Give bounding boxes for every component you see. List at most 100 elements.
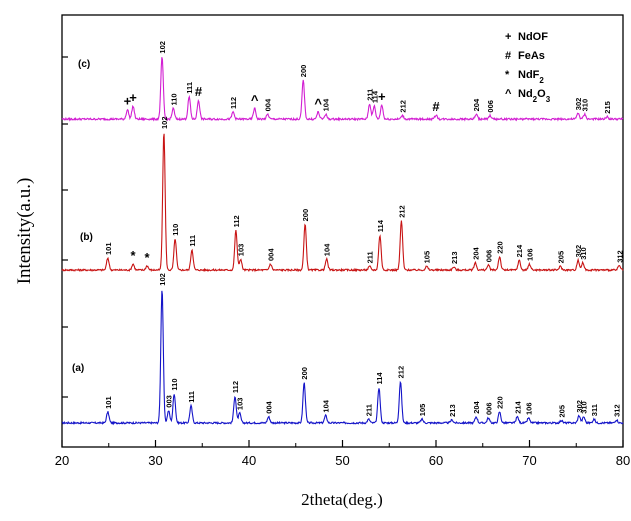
legend-symbol: ^ bbox=[505, 88, 512, 100]
peak-label: 112 bbox=[232, 215, 241, 227]
peak-label: 104 bbox=[322, 98, 331, 111]
peak-label: 204 bbox=[472, 98, 481, 111]
peak-label: 111 bbox=[188, 235, 197, 247]
peak-label: 205 bbox=[556, 251, 565, 264]
x-tick-label: 70 bbox=[522, 453, 536, 468]
peak-label: 211 bbox=[365, 404, 374, 416]
phase-marker: # bbox=[195, 84, 203, 99]
peak-label: 215 bbox=[603, 101, 612, 114]
peak-label: 104 bbox=[322, 399, 331, 412]
panel-label: (c) bbox=[78, 59, 90, 70]
peak-label: 102 bbox=[160, 116, 169, 129]
peak-label: 204 bbox=[472, 400, 481, 413]
phase-marker: # bbox=[432, 99, 440, 114]
peak-label: 211 bbox=[366, 251, 375, 263]
peak-label: 302 bbox=[575, 400, 584, 413]
peak-label: 114 bbox=[376, 219, 385, 232]
peak-label: 106 bbox=[526, 248, 535, 261]
peak-label: 004 bbox=[267, 248, 276, 261]
peak-label: 105 bbox=[418, 404, 427, 417]
peak-label: 302 bbox=[574, 245, 583, 258]
peak-label: 212 bbox=[398, 100, 407, 113]
x-axis-title: 2theta(deg.) bbox=[301, 490, 383, 509]
legend-symbol: + bbox=[505, 31, 511, 43]
peak-label: 101 bbox=[104, 396, 113, 409]
legend-label: Nd2O3 bbox=[518, 88, 551, 104]
phase-marker: ^ bbox=[251, 92, 259, 107]
peak-label: 110 bbox=[170, 378, 179, 390]
phase-marker: + bbox=[378, 89, 386, 104]
y-axis-title: Intensity(a.u.) bbox=[14, 178, 35, 285]
legend-symbol: # bbox=[505, 50, 511, 62]
peak-label: 310 bbox=[580, 401, 589, 414]
y-axis bbox=[62, 56, 68, 398]
peak-label: 204 bbox=[471, 246, 480, 259]
peak-label: 214 bbox=[515, 244, 524, 257]
peak-label: 205 bbox=[557, 405, 566, 418]
trace-b bbox=[61, 133, 624, 273]
peak-label: 004 bbox=[264, 98, 273, 111]
peak-label: 112 bbox=[229, 97, 238, 109]
peak-label: 200 bbox=[300, 367, 309, 380]
peak-label: 200 bbox=[299, 65, 308, 78]
panel-label: (b) bbox=[80, 232, 93, 243]
panel-labels: (a) (b) (c) bbox=[72, 59, 93, 374]
peak-label: 312 bbox=[615, 250, 624, 263]
legend-label: FeAs bbox=[518, 50, 545, 62]
peak-label: 006 bbox=[484, 402, 493, 415]
peak-label: 114 bbox=[375, 372, 384, 385]
peak-label: 212 bbox=[397, 366, 406, 379]
peak-label: 110 bbox=[171, 224, 180, 236]
x-tick-label: 50 bbox=[335, 453, 349, 468]
peak-label: 103 bbox=[237, 244, 246, 257]
peak-label: 101 bbox=[104, 242, 113, 255]
peak-label: 111 bbox=[187, 391, 196, 403]
peak-label: 106 bbox=[525, 402, 534, 415]
peak-label: 102 bbox=[158, 41, 167, 54]
peak-label: 302 bbox=[574, 98, 583, 111]
peak-label: 214 bbox=[513, 400, 522, 413]
peak-label: 112 bbox=[231, 381, 240, 393]
phase-marker: + bbox=[124, 94, 132, 109]
legend-label: NdF2 bbox=[518, 69, 544, 85]
panel-label: (a) bbox=[72, 363, 84, 374]
peak-label: 111 bbox=[185, 82, 194, 94]
peak-label: 200 bbox=[301, 209, 310, 222]
phase-marker: * bbox=[145, 250, 151, 265]
peak-label: 104 bbox=[323, 243, 332, 256]
legend: + NdOF # FeAs * NdF2 ^ Nd2O3 bbox=[505, 31, 551, 104]
peak-label: 006 bbox=[484, 250, 493, 263]
peak-label: 003 bbox=[165, 395, 174, 408]
trace-a bbox=[61, 290, 624, 426]
peak-label: 220 bbox=[496, 396, 505, 409]
x-tick-label: 20 bbox=[55, 453, 69, 468]
legend-label: NdOF bbox=[518, 31, 548, 43]
peak-label: 310 bbox=[581, 99, 590, 112]
x-tick-label: 40 bbox=[242, 453, 256, 468]
peak-label: 211 bbox=[366, 89, 375, 101]
peak-label: 114 bbox=[370, 90, 379, 103]
phase-marker: * bbox=[131, 248, 137, 263]
x-tick-label: 30 bbox=[148, 453, 162, 468]
peak-label: 310 bbox=[579, 247, 588, 260]
traces bbox=[61, 57, 624, 426]
peak-label: 105 bbox=[423, 251, 432, 264]
x-axis: 20 30 40 50 60 70 80 bbox=[55, 440, 630, 468]
peak-label: 213 bbox=[450, 251, 459, 264]
peak-label: 004 bbox=[265, 400, 274, 413]
peak-label: 311 bbox=[590, 404, 599, 416]
peak-label: 103 bbox=[236, 398, 245, 411]
peak-label: 110 bbox=[169, 93, 178, 105]
peak-label: 102 bbox=[158, 273, 167, 286]
legend-symbol: * bbox=[505, 69, 510, 81]
trace-c bbox=[61, 57, 624, 122]
peak-label: 213 bbox=[448, 404, 457, 417]
phase-marker: ^ bbox=[314, 96, 322, 111]
x-tick-label: 60 bbox=[429, 453, 443, 468]
peak-label: 312 bbox=[613, 404, 622, 417]
x-tick-label: 80 bbox=[616, 453, 630, 468]
peak-label: 212 bbox=[397, 205, 406, 218]
peak-label: 006 bbox=[486, 100, 495, 113]
